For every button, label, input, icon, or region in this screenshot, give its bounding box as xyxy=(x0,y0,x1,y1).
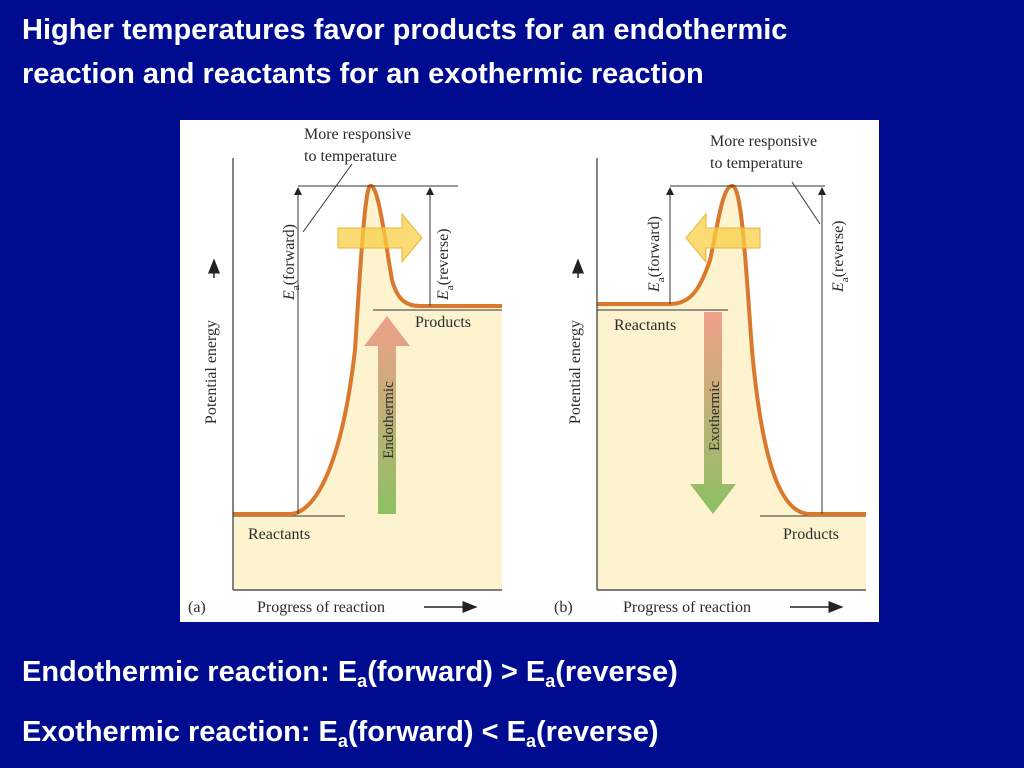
panel-a-products-label: Products xyxy=(415,314,471,331)
panel-b: More responsive to temperature Potential… xyxy=(554,133,866,616)
panel-a-ea-reverse-label: Ea(reverse) xyxy=(435,228,456,301)
panel-a-ea-forward-label: Ea(forward) xyxy=(281,224,302,301)
svg-text:Ea(forward): Ea(forward) xyxy=(646,216,667,293)
panel-b-ea-forward-label: Ea(forward) xyxy=(646,216,667,293)
panel-a-annotation-leader xyxy=(302,163,353,233)
panel-a-annotation-line-1: More responsive xyxy=(304,126,411,143)
panel-b-shift-arrow xyxy=(685,212,761,264)
energy-diagrams-svg: More responsive to temperature Potential… xyxy=(188,126,866,616)
panel-a: More responsive to temperature Potential… xyxy=(188,126,502,616)
panel-b-annotation-line-2: to temperature xyxy=(710,155,803,172)
panel-b-energy-curve xyxy=(597,184,866,516)
panel-b-exothermic-arrow xyxy=(690,312,736,514)
exothermic-rule-mid: (forward) < E xyxy=(347,716,526,748)
endothermic-rule-sub-2: a xyxy=(545,671,556,691)
panel-b-y-axis-label: Potential energy xyxy=(567,320,584,424)
svg-text:Ea(reverse): Ea(reverse) xyxy=(830,220,851,293)
panel-b-x-axis-label: Progress of reaction xyxy=(623,599,751,616)
svg-text:Ea(reverse): Ea(reverse) xyxy=(435,228,456,301)
panel-b-exothermic-label: Exothermic xyxy=(707,381,723,451)
panel-a-endothermic-arrow xyxy=(364,316,410,514)
panel-b-products-label: Products xyxy=(783,526,839,543)
panel-b-annotation-line-1: More responsive xyxy=(710,133,817,150)
exothermic-rule-pre: Exothermic reaction: E xyxy=(22,716,338,748)
panel-a-energy-curve xyxy=(233,184,502,516)
endothermic-rule: Endothermic reaction: Ea(forward) > Ea(r… xyxy=(22,656,678,692)
endothermic-rule-sub-1: a xyxy=(357,671,368,691)
panel-b-panel-label: (b) xyxy=(554,599,573,616)
slide-title: Higher temperatures favor products for a… xyxy=(22,8,1012,96)
panel-a-shift-arrow xyxy=(337,212,423,264)
panel-a-endothermic-label: Endothermic xyxy=(381,381,397,459)
endothermic-rule-mid: (forward) > E xyxy=(367,656,546,688)
svg-text:Ea(forward): Ea(forward) xyxy=(281,224,302,301)
panel-a-annotation-line-2: to temperature xyxy=(304,148,397,165)
energy-diagram-figure: More responsive to temperature Potential… xyxy=(180,120,879,622)
panel-a-panel-label: (a) xyxy=(188,599,206,616)
panel-b-reactants-label: Reactants xyxy=(614,317,676,334)
panel-b-annotation-leader xyxy=(791,181,821,225)
endothermic-rule-post: (reverse) xyxy=(555,656,678,688)
panel-a-y-axis-label: Potential energy xyxy=(203,320,220,424)
panel-b-energy-fill xyxy=(597,185,866,590)
title-line-2: reaction and reactants for an exothermic… xyxy=(22,58,704,90)
panel-a-energy-fill xyxy=(233,185,502,590)
endothermic-rule-pre: Endothermic reaction: E xyxy=(22,656,358,688)
exothermic-rule-sub-2: a xyxy=(525,731,536,751)
panel-a-reactants-label: Reactants xyxy=(248,526,310,543)
panel-a-x-axis-label: Progress of reaction xyxy=(257,599,385,616)
title-line-1: Higher temperatures favor products for a… xyxy=(22,14,788,46)
exothermic-rule-post: (reverse) xyxy=(535,716,659,748)
panel-b-ea-reverse-label: Ea(reverse) xyxy=(830,220,851,293)
exothermic-rule-sub-1: a xyxy=(337,731,348,751)
exothermic-rule: Exothermic reaction: Ea(forward) < Ea(re… xyxy=(22,716,659,752)
